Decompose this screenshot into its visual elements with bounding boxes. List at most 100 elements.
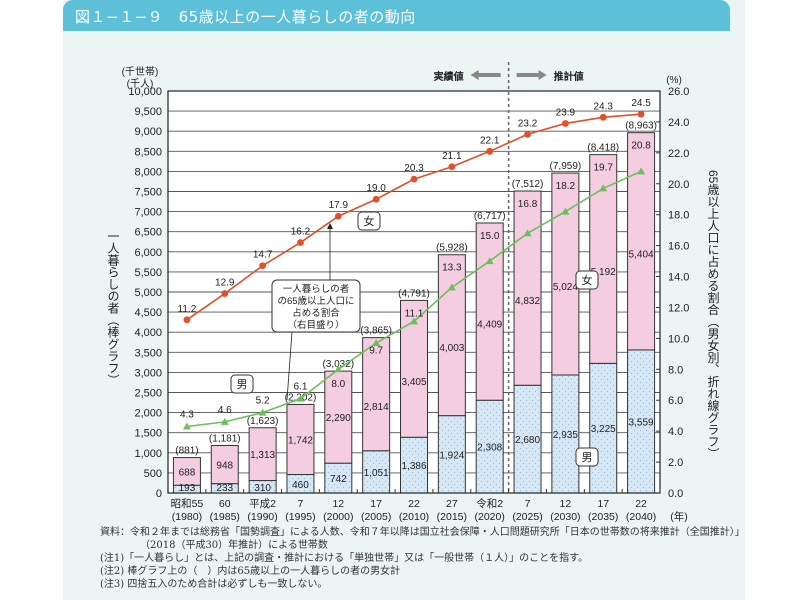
callout-text: の65歳以上人口に — [277, 295, 354, 307]
line-male-point — [523, 229, 532, 237]
bar-female-value: 2,814 — [364, 402, 389, 413]
x-tick-year: (1980) — [172, 511, 202, 523]
line-male-point — [410, 317, 418, 325]
line-male-value: 20.8 — [631, 141, 651, 152]
bar-female — [248, 427, 277, 482]
x-tick-era: 60 — [219, 498, 231, 510]
bar-female — [324, 370, 353, 464]
notes: 資料：令和２年までは総務省「国勢調査」による人数、令和７年以降は国立社会保障・人… — [100, 526, 745, 591]
bar-male-value: 233 — [216, 483, 233, 494]
x-tick-era: 令和2 — [476, 497, 503, 510]
bar-female-value: 1,313 — [250, 450, 275, 461]
bar-total-label: (1,181) — [209, 434, 241, 445]
y-left-tick-label: 4,000 — [134, 327, 162, 339]
bar-female-value: 948 — [216, 461, 233, 472]
line-male-point — [447, 283, 456, 291]
callout-text: 一人暮らしの者 — [283, 283, 350, 295]
y-left-tick-label: 1,500 — [134, 428, 162, 440]
line-female-point — [297, 239, 304, 246]
bar-male — [589, 362, 618, 494]
note-source-cont: （2018（平成30）年推計）による世帯数 — [140, 540, 328, 551]
bar-female — [286, 403, 315, 476]
bar-female — [513, 190, 542, 386]
line-female-value: 20.3 — [404, 163, 424, 174]
y-left-axis-title: 一人暮らしの者（棒グラフ） — [106, 230, 120, 386]
bar-male-value: 2,935 — [553, 430, 578, 441]
callout-box — [271, 279, 361, 333]
y-left-tick-label: 9,500 — [134, 106, 162, 118]
y-left-tick-label: 8,500 — [134, 146, 162, 158]
line-male-value: 11.1 — [405, 308, 424, 319]
line-female-value: 24.5 — [631, 98, 651, 109]
line-female-value: 23.9 — [556, 107, 576, 118]
y-right-unit: (%) — [666, 75, 682, 86]
line-female-value: 24.3 — [593, 101, 613, 112]
bar-female — [172, 457, 201, 486]
bar-total-label: (1,623) — [247, 416, 279, 427]
bar-female-value: 1,742 — [288, 435, 313, 446]
bar-male-value: 1,051 — [364, 468, 389, 479]
bar-total-label: (4,791) — [398, 288, 430, 299]
bar-male-value: 1,386 — [401, 461, 426, 472]
bar-female — [210, 445, 239, 485]
bar-female — [551, 172, 580, 376]
label-male-line: 男 — [237, 379, 248, 391]
x-tick-year: (2005) — [361, 511, 391, 523]
line-female-point — [334, 212, 342, 220]
bar-male-value: 3,225 — [591, 424, 616, 435]
note-source: 資料：令和２年までは総務省「国勢調査」による人数、令和７年以降は国立社会保障・人… — [100, 527, 745, 538]
y-left-tick-label: 7,500 — [134, 187, 162, 199]
bar-total-label: (5,928) — [436, 243, 468, 254]
line-male-point — [334, 365, 343, 373]
line-female-value: 14.7 — [253, 250, 273, 261]
line-male-value: 16.8 — [518, 199, 538, 210]
bar-total-label: (8,963) — [625, 121, 657, 132]
line-male-value: 4.3 — [180, 410, 194, 421]
bar-female — [362, 337, 391, 452]
bar-male-value: 193 — [179, 483, 196, 494]
line-male-point — [220, 417, 229, 425]
y-right-tick-label: 16.0 — [668, 241, 689, 253]
line-male-value: 8.0 — [331, 379, 345, 390]
y-left-tick-label: 500 — [144, 468, 162, 480]
y-right-tick-label: 24.0 — [668, 117, 689, 129]
y-left-tick-label: 3,000 — [134, 367, 162, 379]
line-female-value: 22.1 — [480, 135, 500, 146]
y-right-tick-label: 22.0 — [668, 148, 689, 160]
line-female-point — [221, 290, 229, 297]
line-female-value: 23.2 — [518, 118, 538, 129]
bar-male — [551, 374, 580, 494]
bar-male-value: 2,308 — [477, 443, 502, 454]
plot-frame — [167, 90, 661, 494]
label-projected: 推計値 — [554, 70, 584, 83]
x-tick-era: 27 — [446, 498, 458, 510]
bar-female-value: 4,409 — [477, 320, 502, 331]
bar-male — [513, 384, 542, 494]
line-male-value: 6.1 — [294, 382, 308, 393]
bar-male — [324, 462, 353, 494]
bar-total-label: (3,865) — [360, 326, 392, 337]
bar-male-value: 3,559 — [629, 417, 654, 428]
x-tick-era: 7 — [298, 498, 304, 510]
bar-female-value: 688 — [179, 467, 196, 478]
bar-female-value: 5,192 — [591, 267, 616, 278]
x-tick-era: 7 — [525, 498, 531, 510]
bar-total-label: (3,032) — [322, 359, 354, 370]
bar-female-value: 4,003 — [439, 343, 464, 354]
arrow-right-icon — [516, 70, 547, 80]
y-right-tick-label: 10.0 — [668, 333, 689, 345]
bar-male-value: 460 — [292, 480, 309, 491]
label-male-line-box — [230, 374, 254, 394]
bar-female — [437, 254, 466, 417]
bar-male-value: 1,924 — [439, 450, 464, 461]
line-female-value: 16.2 — [291, 227, 311, 238]
bar-total-label: (881) — [175, 446, 198, 457]
label-male-bar: 男 — [582, 452, 593, 464]
bar-female-value: 2,290 — [326, 413, 351, 424]
y-left-tick-label: 1,000 — [134, 448, 162, 460]
line-male-point — [372, 339, 381, 347]
x-tick-year: (1985) — [210, 511, 240, 523]
line-male-value: 18.2 — [556, 181, 576, 192]
y-right-tick-label: 14.0 — [668, 272, 689, 284]
y-right-tick-label: 8.0 — [668, 364, 683, 376]
